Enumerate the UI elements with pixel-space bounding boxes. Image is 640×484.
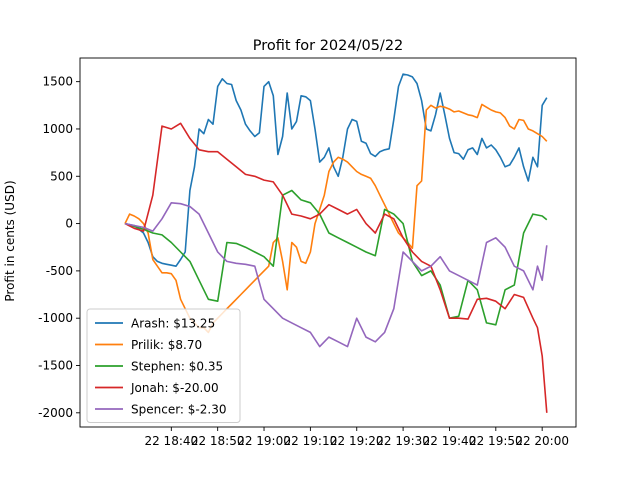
y-tick-label: 1500 bbox=[42, 75, 73, 89]
chart-title: Profit for 2024/05/22 bbox=[253, 38, 404, 54]
legend-label-4: Spencer: $-2.30 bbox=[131, 403, 226, 417]
x-tick-label: 22 18:40 bbox=[144, 434, 198, 448]
series-line-4 bbox=[124, 202, 548, 348]
series-line-3 bbox=[124, 122, 548, 413]
x-tick-label: 22 19:10 bbox=[284, 434, 338, 448]
series-line-0 bbox=[124, 73, 548, 268]
x-tick-label: 22 18:50 bbox=[191, 434, 245, 448]
y-tick-label: 0 bbox=[65, 217, 73, 231]
y-tick-label: 1000 bbox=[42, 122, 73, 136]
x-tick-label: 22 19:20 bbox=[330, 434, 384, 448]
legend-box bbox=[86, 308, 241, 423]
legend-label-1: Prilik: $8.70 bbox=[131, 338, 202, 352]
y-tick-label: -1500 bbox=[38, 359, 73, 373]
x-tick-label: 22 19:30 bbox=[376, 434, 430, 448]
y-tick-label: -500 bbox=[46, 264, 73, 278]
legend-label-3: Jonah: $-20.00 bbox=[130, 381, 219, 395]
series-line-2 bbox=[124, 189, 548, 326]
legend-label-0: Arash: $13.25 bbox=[131, 317, 215, 331]
x-tick-label: 22 19:50 bbox=[469, 434, 523, 448]
y-tick-label: -2000 bbox=[38, 406, 73, 420]
y-axis-label: Profit in cents (USD) bbox=[3, 180, 17, 301]
x-tick-label: 22 20:00 bbox=[515, 434, 569, 448]
axes-frame bbox=[79, 57, 577, 428]
legend-label-2: Stephen: $0.35 bbox=[131, 360, 223, 374]
y-tick-label: -1000 bbox=[38, 311, 73, 325]
x-tick-label: 22 19:00 bbox=[237, 434, 291, 448]
y-tick-label: 500 bbox=[50, 169, 73, 183]
x-tick-label: 22 19:40 bbox=[423, 434, 477, 448]
